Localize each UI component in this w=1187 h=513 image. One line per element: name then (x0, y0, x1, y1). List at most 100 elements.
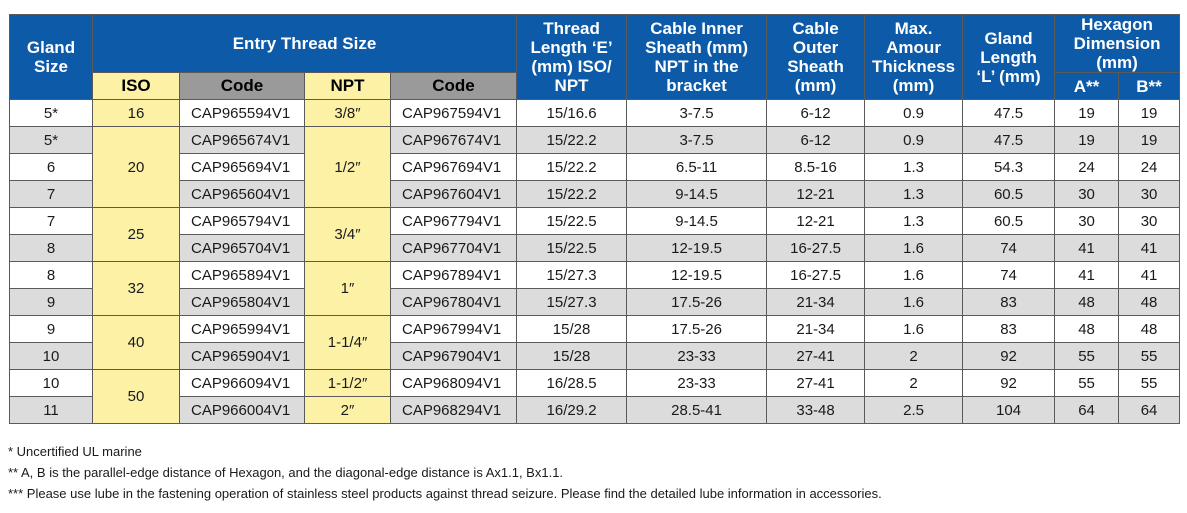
cell-cable-inner-sheath: 3-7.5 (626, 99, 768, 127)
cell-max-amour: 1.6 (864, 234, 964, 262)
cell-hex-b: 48 (1118, 315, 1181, 343)
cell-thread-length: 15/28 (516, 342, 628, 370)
table-row: 9 CAP965804V1 CAP967804V1 15/27.3 17.5-26 21-… (9, 288, 1181, 316)
note-ul-marine: * Uncertified UL marine (8, 444, 142, 459)
cell-gland-size: 10 (9, 342, 93, 370)
cell-iso-code: CAP965794V1 (179, 207, 305, 235)
cell-gland-size: 7 (9, 180, 93, 208)
cell-thread-length: 15/22.2 (516, 180, 628, 208)
cell-iso-code: CAP965904V1 (179, 342, 305, 370)
cell-hex-a: 41 (1054, 234, 1120, 262)
cell-cable-inner-sheath: 6.5-11 (626, 153, 768, 181)
header-hexagon-dimension: Hexagon Dimension (mm) (1054, 14, 1181, 73)
cell-hex-b: 19 (1118, 99, 1181, 127)
cell-hex-a: 19 (1054, 126, 1120, 154)
cell-hex-a: 48 (1054, 288, 1120, 316)
header-hex-b: B** (1118, 72, 1181, 100)
cell-npt: 2″ (304, 396, 391, 424)
cell-cable-outer-sheath: 12-21 (766, 180, 866, 208)
cell-thread-length: 15/22.5 (516, 234, 628, 262)
cell-iso: 20 (92, 126, 180, 208)
cell-thread-length: 16/28.5 (516, 369, 628, 397)
cell-max-amour: 1.3 (864, 180, 964, 208)
header-npt-code: Code (389, 72, 518, 100)
header-text: (mm) ISO/ (531, 57, 612, 76)
cell-hex-b: 41 (1118, 261, 1181, 289)
header-text: Cable Inner (650, 19, 743, 38)
header-text: Gland (26, 38, 76, 57)
header-text: Gland (984, 28, 1033, 48)
cell-npt-code: CAP968294V1 (389, 396, 518, 424)
cell-cable-outer-sheath: 21-34 (766, 288, 866, 316)
header-text: ‘L’ (mm) (976, 66, 1041, 86)
cell-iso: 40 (92, 315, 180, 370)
cell-max-amour: 0.9 (864, 126, 964, 154)
table-row: 7 25 CAP965794V1 3/4″ CAP967794V1 15/22.5 9-14… (9, 207, 1181, 262)
cell-cable-outer-sheath: 16-27.5 (766, 234, 866, 262)
cell-gland-length: 92 (962, 369, 1056, 397)
header-thread-length: Thread Length ‘E’ (mm) ISO/ NPT (516, 14, 628, 100)
table-row: 10 CAP965904V1 CAP967904V1 15/28 23-33 27-41 2… (9, 342, 1181, 370)
cell-cable-inner-sheath: 9-14.5 (626, 180, 768, 208)
header-text: Dimension (1073, 34, 1161, 53)
cell-gland-length: 47.5 (962, 126, 1056, 154)
header-text: NPT (554, 76, 589, 95)
cell-npt: 1/2″ (304, 126, 391, 208)
header-entry-thread-size: Entry Thread Size (91, 14, 518, 73)
table-row: 8 32 CAP965894V1 1″ CAP967894V1 15/27.3 12-19.… (9, 261, 1181, 316)
cell-thread-length: 15/28 (516, 315, 628, 343)
table-row: 5* 16 CAP965594V1 3/8″ CAP967594V1 15/16.6 3-7… (9, 99, 1181, 127)
cell-hex-b: 55 (1118, 342, 1181, 370)
cell-thread-length: 15/22.2 (516, 153, 628, 181)
cell-iso: 32 (92, 261, 180, 316)
cell-gland-length: 54.3 (962, 153, 1056, 181)
header-text: (mm) (1096, 53, 1138, 72)
header-text: Max. (894, 19, 933, 38)
header-cable-outer-sheath: Cable Outer Sheath (mm) (766, 14, 866, 100)
cell-max-amour: 1.6 (864, 288, 964, 316)
cell-max-amour: 1.3 (864, 207, 964, 235)
cell-cable-outer-sheath: 16-27.5 (766, 261, 866, 289)
cell-hex-b: 48 (1118, 288, 1181, 316)
cell-gland-size: 7 (9, 207, 93, 235)
cell-npt-code: CAP968094V1 (389, 369, 518, 397)
header-text: Sheath (mm) (645, 38, 749, 57)
cell-iso: 50 (92, 369, 180, 424)
header-text: Cable (792, 19, 839, 38)
header-text: Size (33, 57, 69, 76)
cell-npt: 3/4″ (304, 207, 391, 262)
header-iso-code: Code (179, 72, 305, 100)
cell-hex-b: 55 (1118, 369, 1181, 397)
header-iso: ISO (92, 72, 180, 100)
cell-iso-code: CAP966004V1 (179, 396, 305, 424)
cell-iso-code: CAP965694V1 (179, 153, 305, 181)
header-max-amour-thickness: Max. Amour Thickness (mm) (864, 14, 964, 100)
header-text: Thickness (871, 57, 956, 76)
cell-npt-code: CAP967694V1 (389, 153, 518, 181)
cell-hex-a: 48 (1054, 315, 1120, 343)
cell-hex-b: 19 (1118, 126, 1181, 154)
cell-max-amour: 2 (864, 369, 964, 397)
cell-hex-b: 64 (1118, 396, 1181, 424)
cell-cable-inner-sheath: 12-19.5 (626, 261, 768, 289)
cell-max-amour: 2 (864, 342, 964, 370)
cell-hex-a: 64 (1054, 396, 1120, 424)
cell-gland-size: 9 (9, 288, 93, 316)
cell-hex-b: 30 (1118, 207, 1181, 235)
cell-cable-inner-sheath: 3-7.5 (626, 126, 768, 154)
cell-gland-size: 8 (9, 261, 93, 289)
cell-hex-a: 19 (1054, 99, 1120, 127)
cell-gland-size: 6 (9, 153, 93, 181)
cell-npt-code: CAP967674V1 (389, 126, 518, 154)
cell-npt-code: CAP967604V1 (389, 180, 518, 208)
header-text: Length ‘E’ (530, 38, 613, 57)
cell-npt: 1-1/2″ (304, 369, 391, 397)
cell-gland-length: 83 (962, 288, 1056, 316)
cell-gland-length: 83 (962, 315, 1056, 343)
cell-gland-length: 74 (962, 234, 1056, 262)
cell-hex-a: 24 (1054, 153, 1120, 181)
header-text: Length (980, 47, 1037, 67)
table-row: 6 CAP965694V1 CAP967694V1 15/22.2 6.5-11 8.5-… (9, 153, 1181, 181)
cell-npt-code: CAP967594V1 (389, 99, 518, 127)
table-row: 9 40 CAP965994V1 1-1/4″ CAP967994V1 15/28 17.5… (9, 315, 1181, 370)
